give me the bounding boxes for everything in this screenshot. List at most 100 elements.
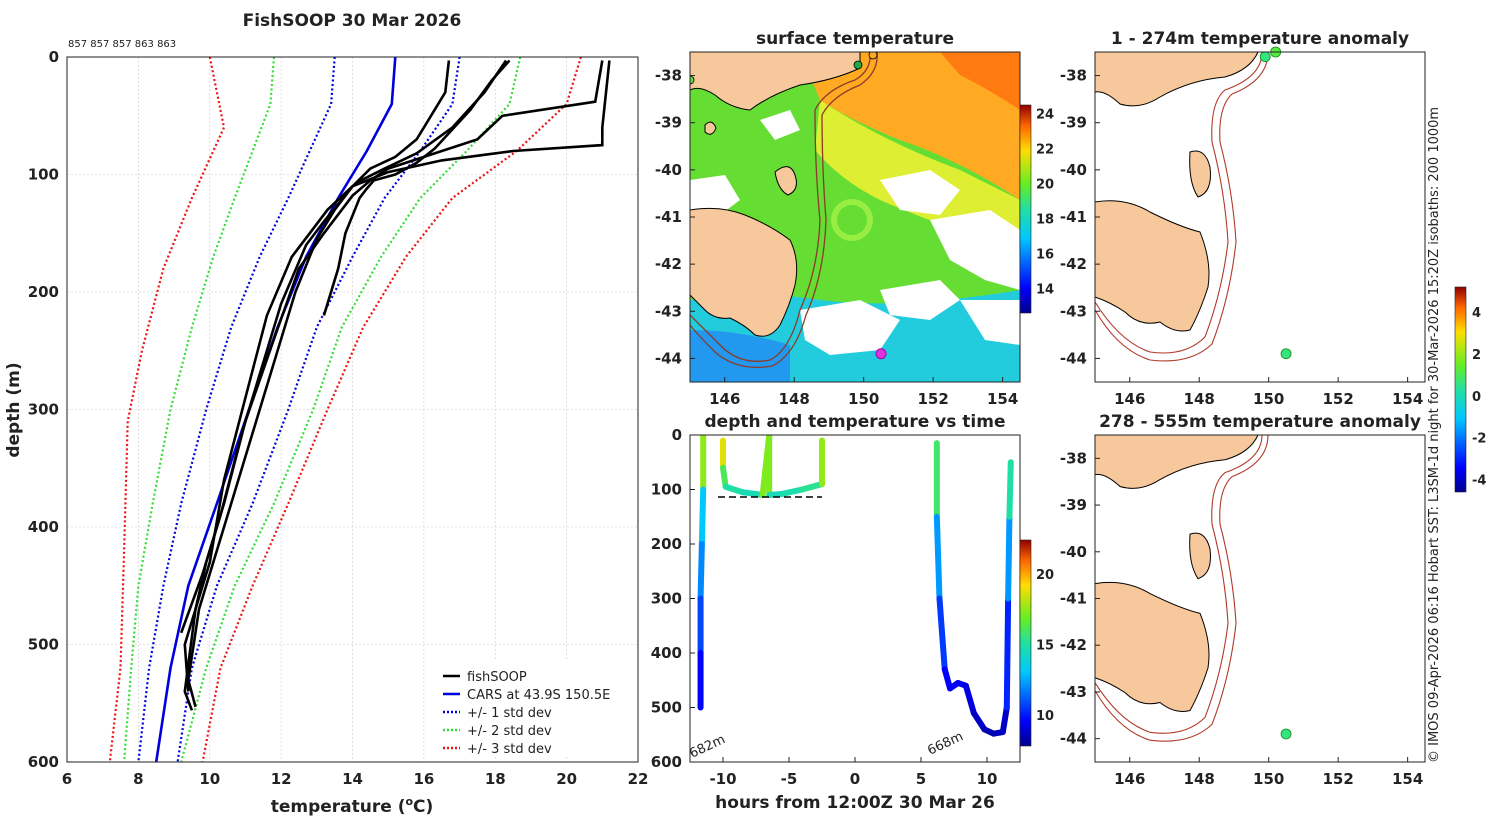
- map-ytick-label: -38: [1060, 449, 1087, 467]
- legend-label: CARS at 43.9S 150.5E: [467, 688, 610, 703]
- profile-xlabel: temperature (oC): [271, 795, 434, 817]
- time-ytick-label: 600: [651, 753, 682, 771]
- map-xtick-label: 146: [1114, 770, 1145, 788]
- profile-ytick-label: 100: [28, 166, 59, 184]
- legend-label: +/- 2 std dev: [467, 724, 552, 739]
- profile-ylabel: depth (m): [4, 362, 24, 457]
- anomaly-deep-panel: 278 - 555m temperature anomaly 146 148 150…: [1060, 412, 1426, 788]
- sst-map: [690, 52, 1020, 382]
- anomaly-colorbar-tick-label: -2: [1472, 432, 1486, 447]
- map-ytick-label: -38: [1060, 67, 1087, 85]
- anomaly-map-tasmania: [1094, 200, 1210, 332]
- time-ytick-label: 0: [672, 426, 682, 444]
- anomaly-map-isobath-1000: [1094, 434, 1269, 742]
- sst-warm-region: [800, 52, 1020, 200]
- profile-xtick-label: 20: [556, 770, 577, 788]
- profile-xtick-label: 14: [342, 770, 363, 788]
- sst-title: surface temperature: [756, 29, 954, 49]
- map-ytick-label: -41: [1060, 590, 1087, 608]
- profile-ytick-label: 300: [28, 401, 59, 419]
- profile-xtick-label: 8: [133, 770, 143, 788]
- time-xtick-label: 0: [850, 770, 860, 788]
- anomaly-profile-marker: [1280, 348, 1292, 360]
- anomaly-map-isobath-200: [1094, 51, 1263, 354]
- sst-marker-1: [853, 60, 863, 70]
- profile-series-cars-2-sd: [123, 57, 276, 762]
- sst-marker-2: [868, 52, 878, 60]
- map-xtick-label: 148: [1184, 770, 1215, 788]
- sst-colorbar-tick-label: 20: [1036, 178, 1054, 193]
- map-xtick-label: 154: [987, 390, 1018, 408]
- map-xtick-label: 146: [1114, 390, 1145, 408]
- sst-hot-region: [940, 52, 1020, 110]
- time-axes-box: [689, 434, 1021, 763]
- anomaly-map-isobath-1000: [1094, 51, 1269, 362]
- time-ytick-label: 100: [651, 481, 682, 499]
- profile-ticks: 6 8 10 12 14 16 18 20 22 0 100 200 300 400 500 600: [28, 48, 649, 788]
- profile-xtick-label: 12: [271, 770, 292, 788]
- time-track-segment: [697, 541, 705, 602]
- map-ytick-label: -42: [1060, 636, 1087, 654]
- profile-title: FishSOOP 30 Mar 2026: [243, 11, 462, 31]
- map-xtick-label: 148: [779, 390, 810, 408]
- profile-series-fishsoop-2: [183, 60, 604, 692]
- anomaly-colorbar: [1454, 286, 1467, 493]
- time-track-segment: [722, 483, 746, 496]
- profile-ytick-label: 200: [28, 283, 59, 301]
- map-ytick-label: -41: [1060, 208, 1087, 226]
- map-ytick-label: -44: [655, 349, 682, 367]
- map-ytick-label: -41: [655, 208, 682, 226]
- legend-label: fishSOOP: [467, 670, 527, 685]
- profile-ship-codes: 857 857 857 863 863: [68, 39, 176, 50]
- time-track-segment: [936, 595, 948, 673]
- time-ytick-label: 300: [651, 590, 682, 608]
- map-ytick-label: -39: [1060, 496, 1087, 514]
- time-track-segment: [933, 513, 943, 602]
- profile-axes-box: [66, 56, 639, 763]
- profile-legend: fishSOOP CARS at 43.9S 150.5E +/- 1 std de…: [435, 660, 620, 757]
- profile-xtick-label: 10: [199, 770, 220, 788]
- map-xtick-label: 150: [1253, 390, 1284, 408]
- time-ytick-label: 200: [651, 535, 682, 553]
- map-xtick-label: 154: [1392, 390, 1423, 408]
- map-ytick-label: -42: [655, 255, 682, 273]
- profile-lines: [108, 57, 611, 762]
- time-track-segment: [941, 666, 954, 692]
- time-track-segment: [1005, 513, 1013, 602]
- map-xtick-label: 150: [1253, 770, 1284, 788]
- sst-profile-location-marker: [875, 348, 887, 360]
- anomaly-profile-marker: [1280, 728, 1292, 740]
- profile-ytick-label: 400: [28, 518, 59, 536]
- legend-label: +/- 1 std dev: [467, 706, 552, 721]
- profile-series-cars-3-sd: [201, 57, 582, 762]
- sst-colorbar-tick-label: 18: [1036, 213, 1054, 228]
- map-ytick-label: -39: [1060, 114, 1087, 132]
- time-colorbar-tick-label: 10: [1036, 709, 1054, 724]
- anomaly-map-flinders-island: [1189, 532, 1211, 580]
- time-xtick-label: 10: [977, 770, 998, 788]
- map-ytick-label: -40: [1060, 161, 1087, 179]
- sst-isobath-200: [690, 52, 871, 362]
- anomaly-map-mainland: [1094, 434, 1259, 489]
- profile-series-cars-1-sd: [137, 57, 336, 762]
- anomaly-shallow-panel: 1 - 274m temperature anomaly 146 148 150 15…: [1060, 29, 1426, 408]
- time-colorbar-tick-label: 20: [1036, 568, 1054, 583]
- profile-series-cars-3-sd: [108, 57, 226, 762]
- map-xtick-label: 148: [1184, 390, 1215, 408]
- map-xtick-label: 152: [1323, 390, 1354, 408]
- anomaly-colorbar-tick-label: 2: [1472, 348, 1481, 363]
- anomaly-profile-marker: [1259, 51, 1271, 63]
- sst-land-king-island: [704, 121, 717, 135]
- time-ytick-label: 500: [651, 699, 682, 717]
- anomaly-deep-title: 278 - 555m temperature anomaly: [1099, 412, 1421, 432]
- anomaly-map-mainland: [1094, 51, 1259, 107]
- anomaly-map-flinders-island: [1189, 150, 1211, 198]
- anomaly-colorbar-tick-label: 4: [1472, 306, 1481, 321]
- time-xtick-label: 5: [916, 770, 926, 788]
- map-ytick-label: -40: [1060, 543, 1087, 561]
- sst-colorbar-ticks: 14 16 18 20 22 24: [1036, 108, 1054, 298]
- credit-side-note: © IMOS 09-Apr-2026 06:16 Hobart SST: L3S…: [1427, 107, 1442, 763]
- sst-eddy: [831, 199, 873, 241]
- time-xtick-label: -10: [709, 770, 736, 788]
